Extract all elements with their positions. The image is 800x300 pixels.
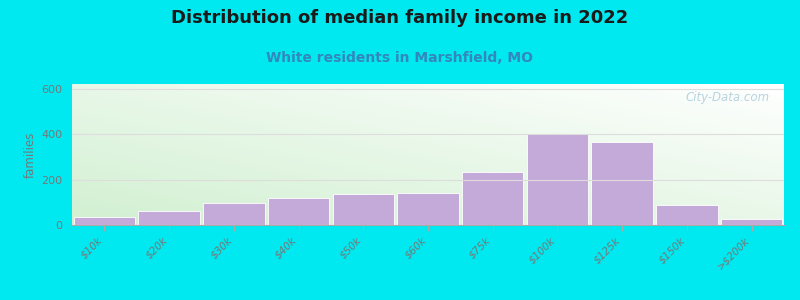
- Text: Distribution of median family income in 2022: Distribution of median family income in …: [171, 9, 629, 27]
- Text: City-Data.com: City-Data.com: [686, 91, 770, 104]
- Bar: [591, 142, 653, 225]
- Bar: [721, 219, 782, 225]
- Bar: [462, 172, 523, 225]
- Bar: [268, 198, 330, 225]
- Y-axis label: families: families: [24, 131, 37, 178]
- Text: White residents in Marshfield, MO: White residents in Marshfield, MO: [266, 51, 534, 65]
- Bar: [656, 205, 718, 225]
- Bar: [333, 194, 394, 225]
- Bar: [526, 134, 588, 225]
- Bar: [138, 212, 200, 225]
- Bar: [203, 203, 265, 225]
- Bar: [74, 217, 135, 225]
- Bar: [398, 193, 458, 225]
